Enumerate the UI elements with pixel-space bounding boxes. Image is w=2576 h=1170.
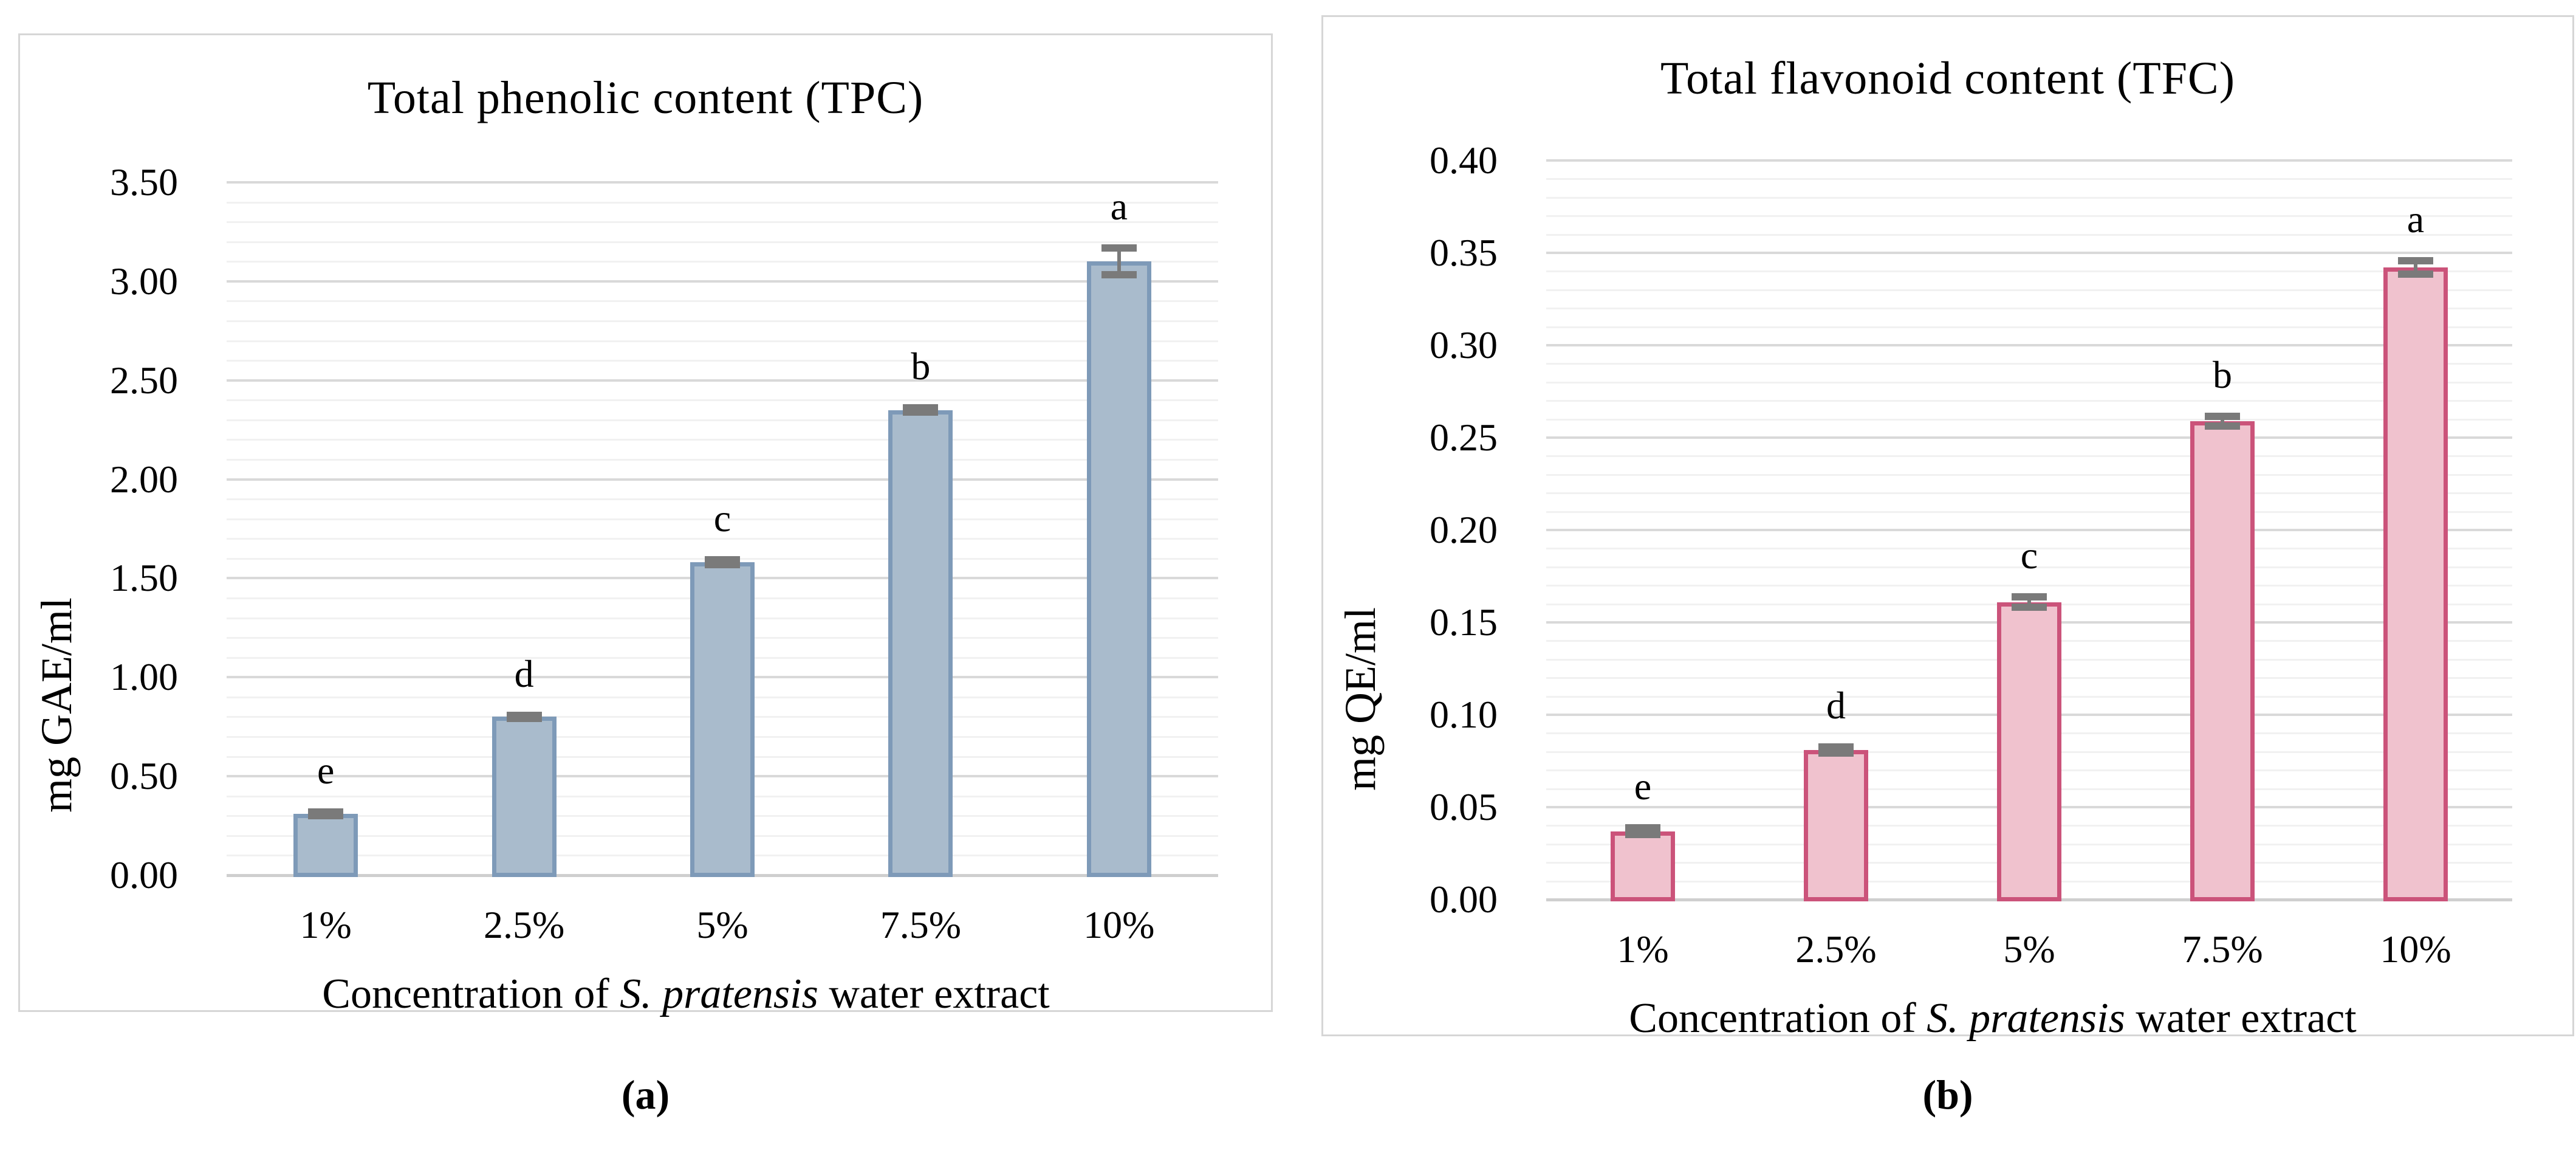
y-axis-title-tfc: mg QE/ml bbox=[1336, 607, 1385, 791]
chart-title-tpc: Total phenolic content (TPC) bbox=[367, 72, 924, 123]
x-axis-title-tfc: Concentration of S. pratensis water extr… bbox=[1473, 994, 2512, 1043]
x-axis-title-species-italic: S. pratensis bbox=[1927, 995, 2125, 1042]
x-axis-title-part: Concentration of bbox=[1629, 995, 1927, 1042]
x-axis-title-part: water extract bbox=[2125, 995, 2357, 1042]
chart-panel-tpc bbox=[18, 33, 1273, 1012]
subfigure-caption-b: (b) bbox=[1922, 1072, 1973, 1118]
x-axis-title-part: water extract bbox=[818, 971, 1050, 1017]
chart-title-tfc: Total flavonoid content (TFC) bbox=[1660, 53, 2236, 104]
x-axis-title-tpc: Concentration of S. pratensis water extr… bbox=[154, 970, 1218, 1019]
x-axis-title-species-italic: S. pratensis bbox=[620, 971, 818, 1017]
x-axis-title-part: Concentration of bbox=[322, 971, 620, 1017]
subfigure-caption-a: (a) bbox=[621, 1072, 670, 1118]
chart-panel-tfc bbox=[1321, 15, 2574, 1036]
y-axis-title-tpc: mg GAE/ml bbox=[32, 597, 81, 813]
